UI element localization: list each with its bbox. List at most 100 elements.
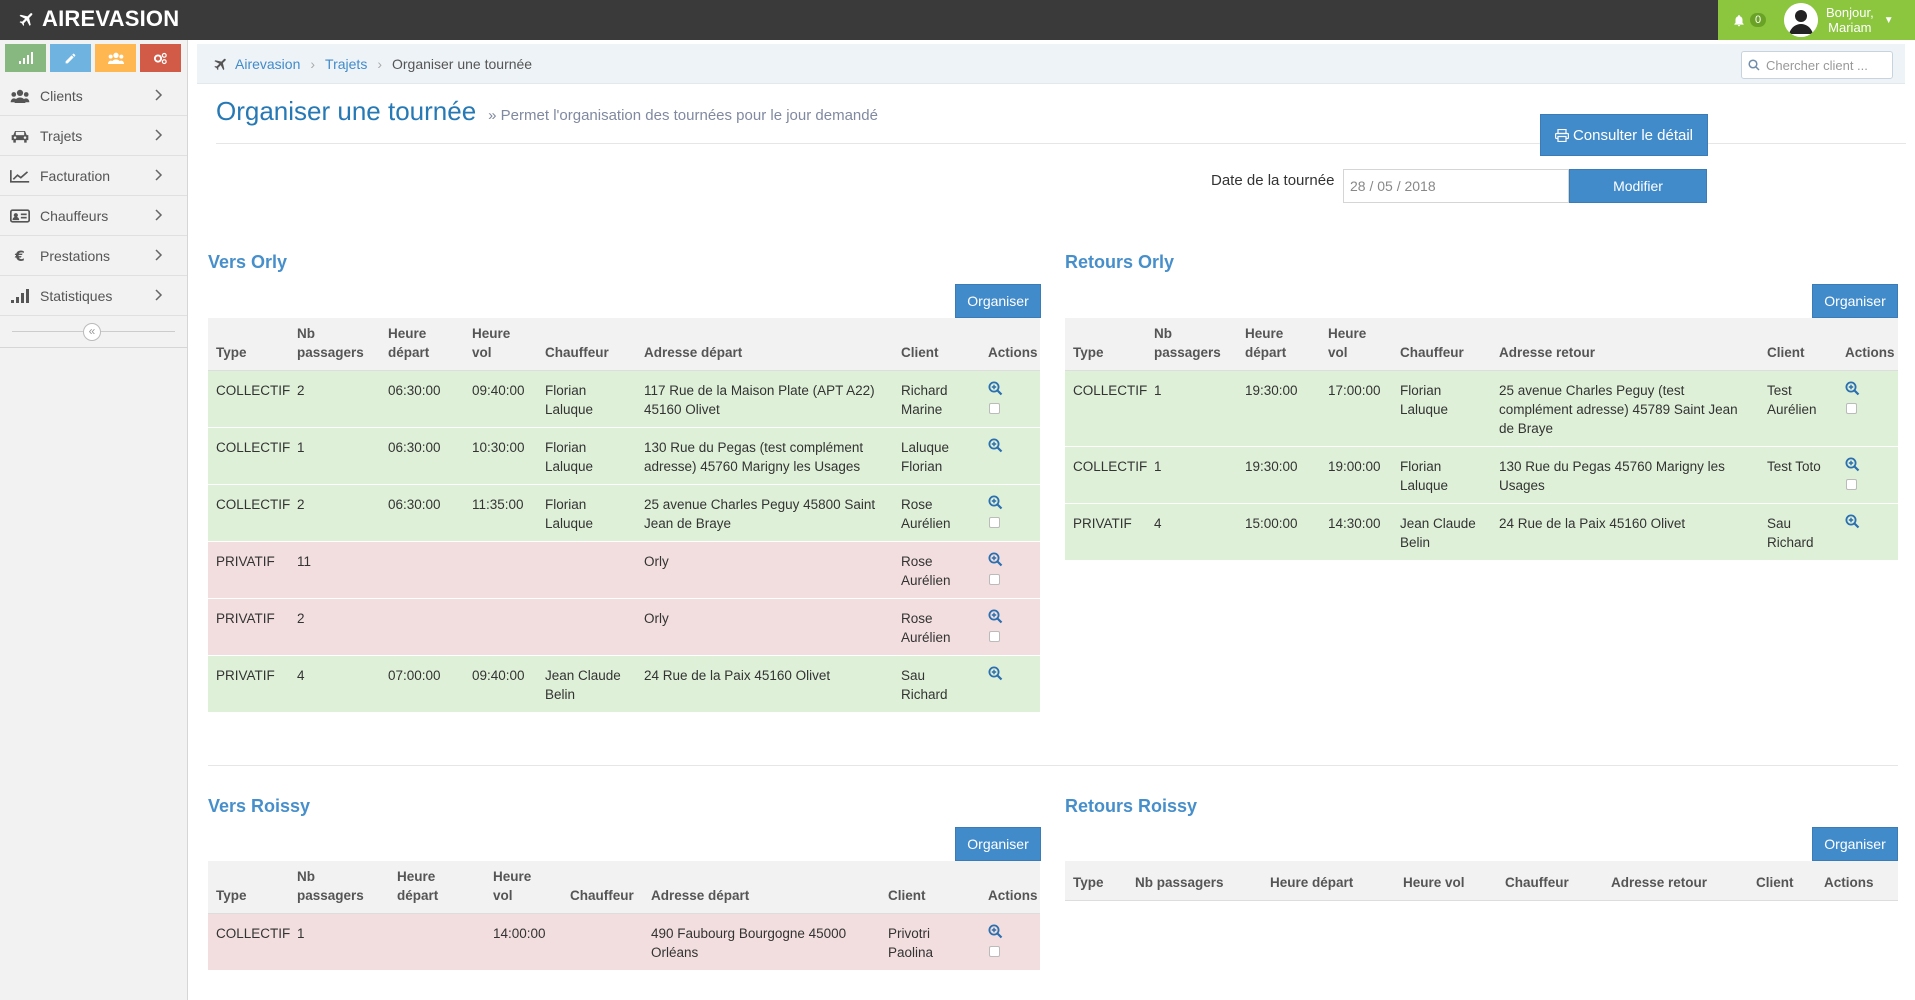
section-divider — [208, 765, 1898, 766]
column-header: Adresse départ — [636, 318, 893, 371]
table-cell — [389, 913, 485, 970]
table-cell — [537, 598, 636, 656]
pencil-icon — [65, 53, 76, 63]
sidebar-item-label: Facturation — [40, 167, 111, 184]
organize-label: Organiser — [1824, 293, 1886, 309]
sidebar-item-statistiques[interactable]: Statistiques — [0, 276, 187, 316]
table-cell: Sau Richard — [893, 655, 980, 712]
date-input[interactable]: 28 / 05 / 2018 — [1343, 169, 1569, 203]
actions-cell — [980, 913, 1040, 970]
caret-down-icon: ▼ — [1883, 14, 1894, 26]
column-header: Adresse retour — [1603, 861, 1748, 901]
sidebar-collapse: « — [0, 316, 187, 348]
row-select-checkbox[interactable] — [989, 631, 1000, 642]
double-chevron-left-icon[interactable]: « — [83, 323, 101, 341]
table-cell: Florian Laluque — [1392, 370, 1491, 447]
table-cell: Test Toto — [1759, 446, 1837, 504]
column-header: Client — [893, 318, 980, 371]
breadcrumb-home-link[interactable]: Airevasion — [235, 55, 301, 72]
actions-cell — [980, 598, 1040, 656]
row-select-checkbox[interactable] — [989, 403, 1000, 414]
zoom-in-icon[interactable] — [988, 495, 1003, 510]
table-header-row: Type Nb passagers Heure départ Heure vol Cha… — [208, 861, 1040, 914]
table-cell: 09:40:00 — [464, 370, 537, 428]
table-cell: COLLECTIF — [1065, 446, 1147, 504]
search-input[interactable]: Chercher client ... — [1741, 51, 1893, 79]
breadcrumb: Airevasion › Trajets › Organiser une tou… — [197, 44, 1905, 84]
zoom-in-icon[interactable] — [988, 609, 1003, 624]
notifications-button[interactable]: 0 — [1718, 0, 1780, 40]
column-header: Actions — [980, 318, 1040, 371]
actions-cell — [980, 370, 1040, 428]
signal-icon — [18, 52, 33, 64]
row-select-checkbox[interactable] — [989, 946, 1000, 957]
row-select-checkbox[interactable] — [1846, 479, 1857, 490]
table-cell: 1 — [1146, 446, 1237, 504]
row-select-checkbox[interactable] — [1846, 403, 1857, 414]
top-navbar: AIREVASION 0 Bonjour, Mariam ▼ — [0, 0, 1915, 40]
sidebar-item-chauffeurs[interactable]: Chauffeurs — [0, 196, 187, 236]
row-select-checkbox[interactable] — [989, 574, 1000, 585]
table-cell: 10:30:00 — [464, 427, 537, 485]
search-placeholder: Chercher client ... — [1766, 57, 1868, 73]
retours-roissy-table: Type Nb passagers Heure départ Heure vol Cha… — [1065, 861, 1898, 901]
breadcrumb-trajets-link[interactable]: Trajets — [325, 55, 368, 72]
table-cell: PRIVATIF — [1065, 503, 1146, 560]
table-cell: Florian Laluque — [1392, 446, 1491, 504]
consult-detail-button[interactable]: Consulter le détail — [1540, 114, 1708, 156]
column-header: Heure départ — [1237, 318, 1320, 371]
user-menu[interactable]: Bonjour, Mariam ▼ — [1780, 0, 1915, 40]
column-header: Heure départ — [389, 861, 485, 914]
row-select-checkbox[interactable] — [989, 517, 1000, 528]
id-card-icon — [10, 208, 30, 223]
sidebar-item-prestations[interactable]: € Prestations — [0, 236, 187, 276]
table-cell: Rose Aurélien — [893, 541, 980, 599]
shortcut-users-button[interactable] — [95, 44, 136, 72]
organize-retours-orly-button[interactable]: Organiser — [1812, 284, 1898, 318]
vers-orly-title: Vers Orly — [208, 252, 288, 272]
zoom-in-icon[interactable] — [988, 666, 1003, 681]
zoom-in-icon[interactable] — [988, 438, 1003, 453]
table-cell: COLLECTIF — [208, 913, 290, 970]
column-header: Actions — [1837, 318, 1898, 371]
bell-icon — [1734, 14, 1744, 26]
shortcut-settings-button[interactable] — [140, 44, 181, 72]
table-cell: Florian Laluque — [537, 370, 636, 428]
sidebar-item-trajets[interactable]: Trajets — [0, 116, 187, 156]
avatar — [1784, 3, 1818, 37]
sidebar-item-facturation[interactable]: Facturation — [0, 156, 187, 196]
table-cell — [464, 598, 537, 656]
modify-date-button[interactable]: Modifier — [1569, 169, 1707, 203]
table-cell — [562, 913, 643, 970]
zoom-in-icon[interactable] — [988, 924, 1003, 939]
shortcut-edit-button[interactable] — [50, 44, 91, 72]
page-subtitle: » Permet l'organisation des tournées pou… — [488, 107, 878, 124]
table-row: PRIVATIF 4 15:00:00 14:30:00 Jean Claude Bel… — [1065, 503, 1898, 560]
zoom-in-icon[interactable] — [1845, 514, 1860, 529]
table-cell: 24 Rue de la Paix 45160 Olivet — [1491, 503, 1759, 560]
organize-vers-orly-button[interactable]: Organiser — [955, 284, 1041, 318]
table-cell: Orly — [636, 598, 893, 656]
table-cell: 19:30:00 — [1237, 446, 1320, 504]
table-cell: 09:40:00 — [464, 655, 537, 712]
shortcut-stats-button[interactable] — [5, 44, 46, 72]
table-cell: 2 — [289, 370, 380, 428]
table-row: COLLECTIF 1 19:30:00 17:00:00 Florian Laluqu… — [1065, 370, 1898, 447]
table-cell: 1 — [289, 427, 380, 485]
zoom-in-icon[interactable] — [988, 381, 1003, 396]
actions-cell — [980, 541, 1040, 599]
table-cell: Orly — [636, 541, 893, 599]
retours-orly-table: Type Nb passagers Heure départ Heure vol Cha… — [1065, 318, 1898, 560]
zoom-in-icon[interactable] — [988, 552, 1003, 567]
user-name: Mariam — [1828, 20, 1872, 35]
organize-retours-roissy-button[interactable]: Organiser — [1812, 827, 1898, 861]
breadcrumb-separator: › — [310, 55, 316, 72]
table-header-row: Type Nb passagers Heure départ Heure vol Cha… — [1065, 318, 1898, 371]
zoom-in-icon[interactable] — [1845, 457, 1860, 472]
brand-logo[interactable]: AIREVASION — [18, 6, 179, 32]
organize-vers-roissy-button[interactable]: Organiser — [955, 827, 1041, 861]
sidebar-item-clients[interactable]: Clients — [0, 76, 187, 116]
zoom-in-icon[interactable] — [1845, 381, 1860, 396]
table-cell: 07:00:00 — [380, 655, 464, 712]
table-cell: PRIVATIF — [208, 655, 289, 712]
